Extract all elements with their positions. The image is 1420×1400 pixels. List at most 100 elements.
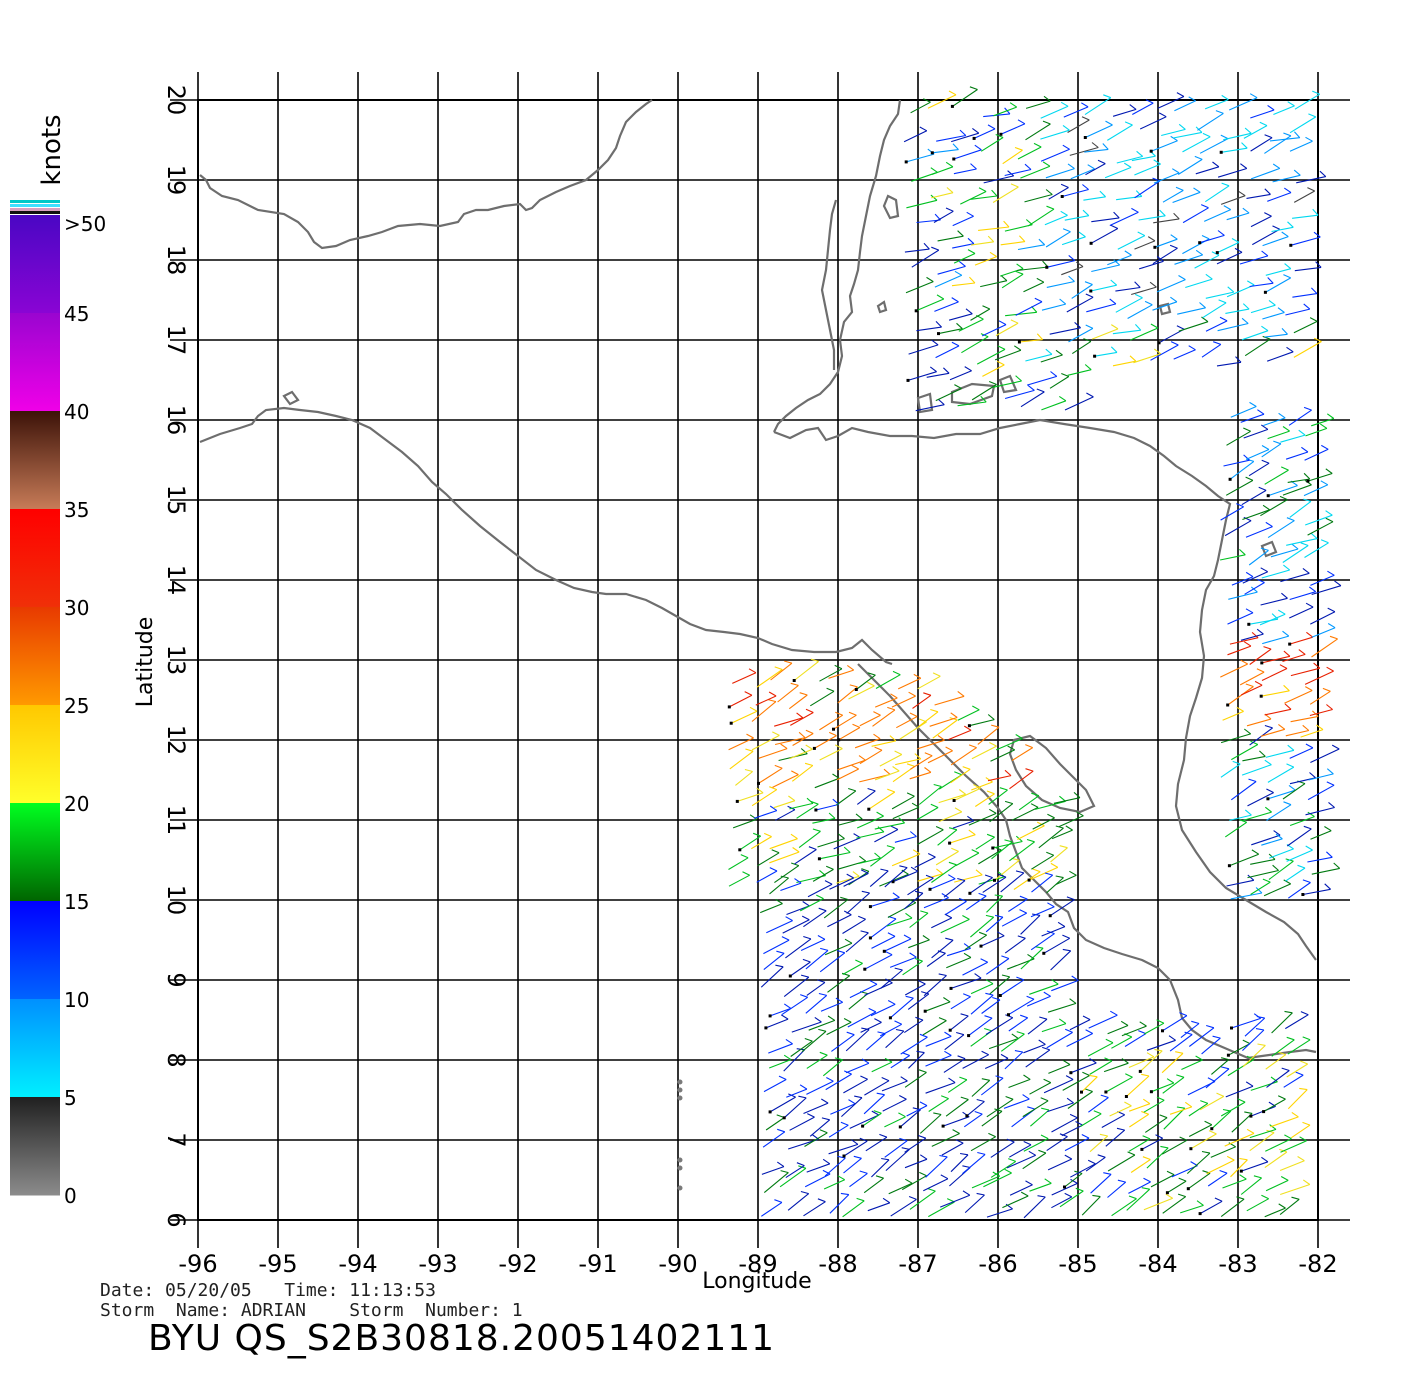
lat-tick-label: 18 xyxy=(162,245,190,276)
rain-flag-marker xyxy=(1063,1185,1066,1189)
wind-barb xyxy=(1090,284,1117,292)
wind-barb xyxy=(1263,883,1291,897)
wind-barb-flag xyxy=(906,763,915,767)
rain-flag-marker xyxy=(1186,1187,1190,1191)
wind-barb-flag xyxy=(1176,325,1185,330)
wind-barb xyxy=(928,1201,955,1218)
wind-barb xyxy=(769,1007,792,1017)
wind-barb xyxy=(1252,228,1280,246)
legend-label: 25 xyxy=(64,694,89,718)
wind-barb xyxy=(1220,506,1244,521)
wind-barb-flag xyxy=(900,1076,908,1082)
wind-barb-flag xyxy=(805,708,814,714)
wind-barb-flag xyxy=(1105,120,1113,126)
wind-barb xyxy=(905,281,934,294)
wind-barb-flag xyxy=(1261,459,1270,464)
wind-barb-flag xyxy=(884,1057,893,1063)
wind-barb xyxy=(814,777,840,789)
wind-barb-flag xyxy=(1319,170,1327,178)
wind-barb xyxy=(819,748,843,761)
wind-barb-flag xyxy=(848,1099,856,1105)
wind-barb-flag xyxy=(861,1058,870,1064)
wind-barb-flag xyxy=(1110,346,1118,353)
wind-barb xyxy=(1242,571,1268,584)
wind-barb-flag xyxy=(1144,300,1153,306)
wind-barb-flag xyxy=(1324,826,1332,832)
wind-barb-flag xyxy=(1093,1110,1102,1115)
wind-barb xyxy=(1162,189,1184,203)
wind-barb-flag xyxy=(998,320,1007,326)
wind-barb xyxy=(805,949,829,970)
wind-barb xyxy=(1151,1082,1174,1093)
wind-barb xyxy=(819,952,846,973)
wind-barb xyxy=(859,749,883,765)
wind-barb-flag xyxy=(925,874,934,879)
wind-barb xyxy=(925,1035,952,1047)
wind-barb-flag xyxy=(1255,887,1263,894)
dot xyxy=(677,1095,683,1101)
wind-barb xyxy=(1172,191,1201,204)
wind-barb xyxy=(960,191,987,205)
wind-barb xyxy=(887,902,917,918)
wind-barb xyxy=(940,918,970,934)
wind-barb-flag xyxy=(964,725,972,731)
wind-barb-flag xyxy=(1286,346,1294,353)
wind-barb xyxy=(759,903,783,914)
wind-barb xyxy=(1289,140,1313,152)
wind-barb xyxy=(1000,872,1025,893)
wind-barb xyxy=(880,969,903,989)
wind-barb-flag xyxy=(1326,666,1334,672)
wind-barb xyxy=(911,249,940,268)
wind-barb-flag xyxy=(1254,680,1263,686)
wind-barb xyxy=(892,806,920,820)
wind-barb-flag xyxy=(1007,170,1015,177)
wind-barb xyxy=(1161,1052,1184,1074)
wind-barb-flag xyxy=(1050,371,1058,377)
wind-barb-flag xyxy=(1015,870,1024,874)
wind-barb-flag xyxy=(1044,1178,1052,1184)
wind-barb xyxy=(973,128,996,139)
wind-barb-flag xyxy=(968,829,976,836)
wind-barb-flag xyxy=(1280,466,1289,471)
wind-barb xyxy=(1131,286,1157,296)
wind-barb xyxy=(1242,1045,1266,1068)
wind-barb xyxy=(760,966,784,988)
wind-barb-flag xyxy=(1297,864,1306,869)
wind-barb xyxy=(1124,1033,1147,1047)
wind-barb-flag xyxy=(775,964,784,968)
rain-flag-marker xyxy=(1289,243,1293,247)
legend-label: 10 xyxy=(64,988,89,1012)
wind-barb-flag xyxy=(858,755,866,761)
rain-flag-marker xyxy=(1161,1029,1164,1033)
wind-barb xyxy=(1154,238,1178,248)
legend-cap-stripe xyxy=(10,204,60,207)
wind-barb-flag xyxy=(943,367,950,374)
wind-barb-flag xyxy=(834,744,843,750)
wind-barb xyxy=(863,1177,884,1194)
wind-barb-flag xyxy=(1305,743,1314,749)
wind-barb xyxy=(1107,1181,1127,1198)
wind-barb-flag xyxy=(1158,112,1167,118)
wind-barb-flag xyxy=(1047,813,1055,819)
wind-barb xyxy=(772,774,799,788)
wind-barb xyxy=(836,875,860,884)
wind-barb-flag xyxy=(1010,319,1019,324)
wind-barb xyxy=(978,876,1005,885)
wind-barb xyxy=(1043,937,1070,954)
wind-barb-flag xyxy=(1172,168,1180,174)
wind-barb-flag xyxy=(909,831,917,837)
wind-barb-flag xyxy=(867,787,876,792)
wind-barb-flag xyxy=(1306,631,1314,638)
wind-barb-flag xyxy=(1179,1012,1188,1017)
wind-barb-flag xyxy=(1243,516,1252,522)
wind-barb-flag xyxy=(1110,1010,1118,1016)
wind-barb xyxy=(819,851,851,860)
wind-barb xyxy=(761,1166,785,1175)
wind-barb-flag xyxy=(1281,231,1289,238)
wind-barb xyxy=(931,864,957,883)
wind-barb-flag xyxy=(1311,287,1318,294)
wind-barb-flag xyxy=(1200,204,1209,209)
rain-flag-marker xyxy=(1301,893,1305,896)
wind-barb-flag xyxy=(892,892,900,898)
wind-barb xyxy=(989,976,1011,995)
